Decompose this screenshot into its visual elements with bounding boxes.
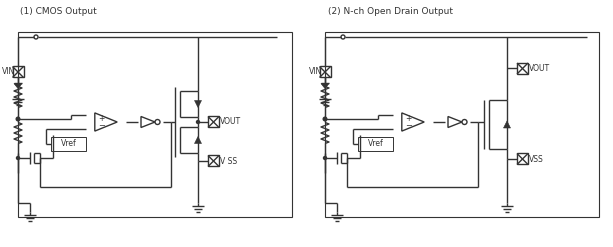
Bar bbox=[18, 32, 292, 217]
Text: V SS: V SS bbox=[220, 157, 237, 165]
Bar bbox=[517, 63, 528, 74]
Polygon shape bbox=[321, 83, 329, 88]
Bar bbox=[208, 117, 219, 127]
Polygon shape bbox=[194, 137, 202, 144]
Text: (1) CMOS Output: (1) CMOS Output bbox=[20, 7, 97, 16]
Text: VSS: VSS bbox=[529, 155, 544, 164]
Polygon shape bbox=[14, 83, 22, 88]
Text: −: − bbox=[98, 121, 105, 130]
Text: Vref: Vref bbox=[368, 140, 383, 148]
Polygon shape bbox=[503, 121, 511, 128]
Text: VOUT: VOUT bbox=[220, 118, 241, 126]
Circle shape bbox=[16, 117, 20, 121]
Text: Vref: Vref bbox=[61, 140, 77, 148]
Text: (2) N-ch Open Drain Output: (2) N-ch Open Drain Output bbox=[328, 7, 453, 16]
Text: −: − bbox=[405, 121, 412, 130]
Bar bbox=[319, 66, 330, 78]
Circle shape bbox=[17, 157, 20, 160]
Circle shape bbox=[197, 121, 199, 124]
Circle shape bbox=[324, 157, 327, 160]
Bar bbox=[12, 66, 23, 78]
Text: +: + bbox=[98, 114, 104, 123]
Text: VOUT: VOUT bbox=[529, 64, 550, 73]
Circle shape bbox=[323, 117, 327, 121]
Text: VIN: VIN bbox=[309, 67, 322, 77]
Bar bbox=[208, 156, 219, 166]
Bar bbox=[325, 32, 599, 217]
Bar bbox=[358, 137, 393, 151]
Text: +: + bbox=[405, 114, 411, 123]
Text: VIN: VIN bbox=[2, 67, 15, 77]
Bar bbox=[51, 137, 86, 151]
Polygon shape bbox=[194, 101, 202, 107]
Bar bbox=[517, 153, 528, 165]
